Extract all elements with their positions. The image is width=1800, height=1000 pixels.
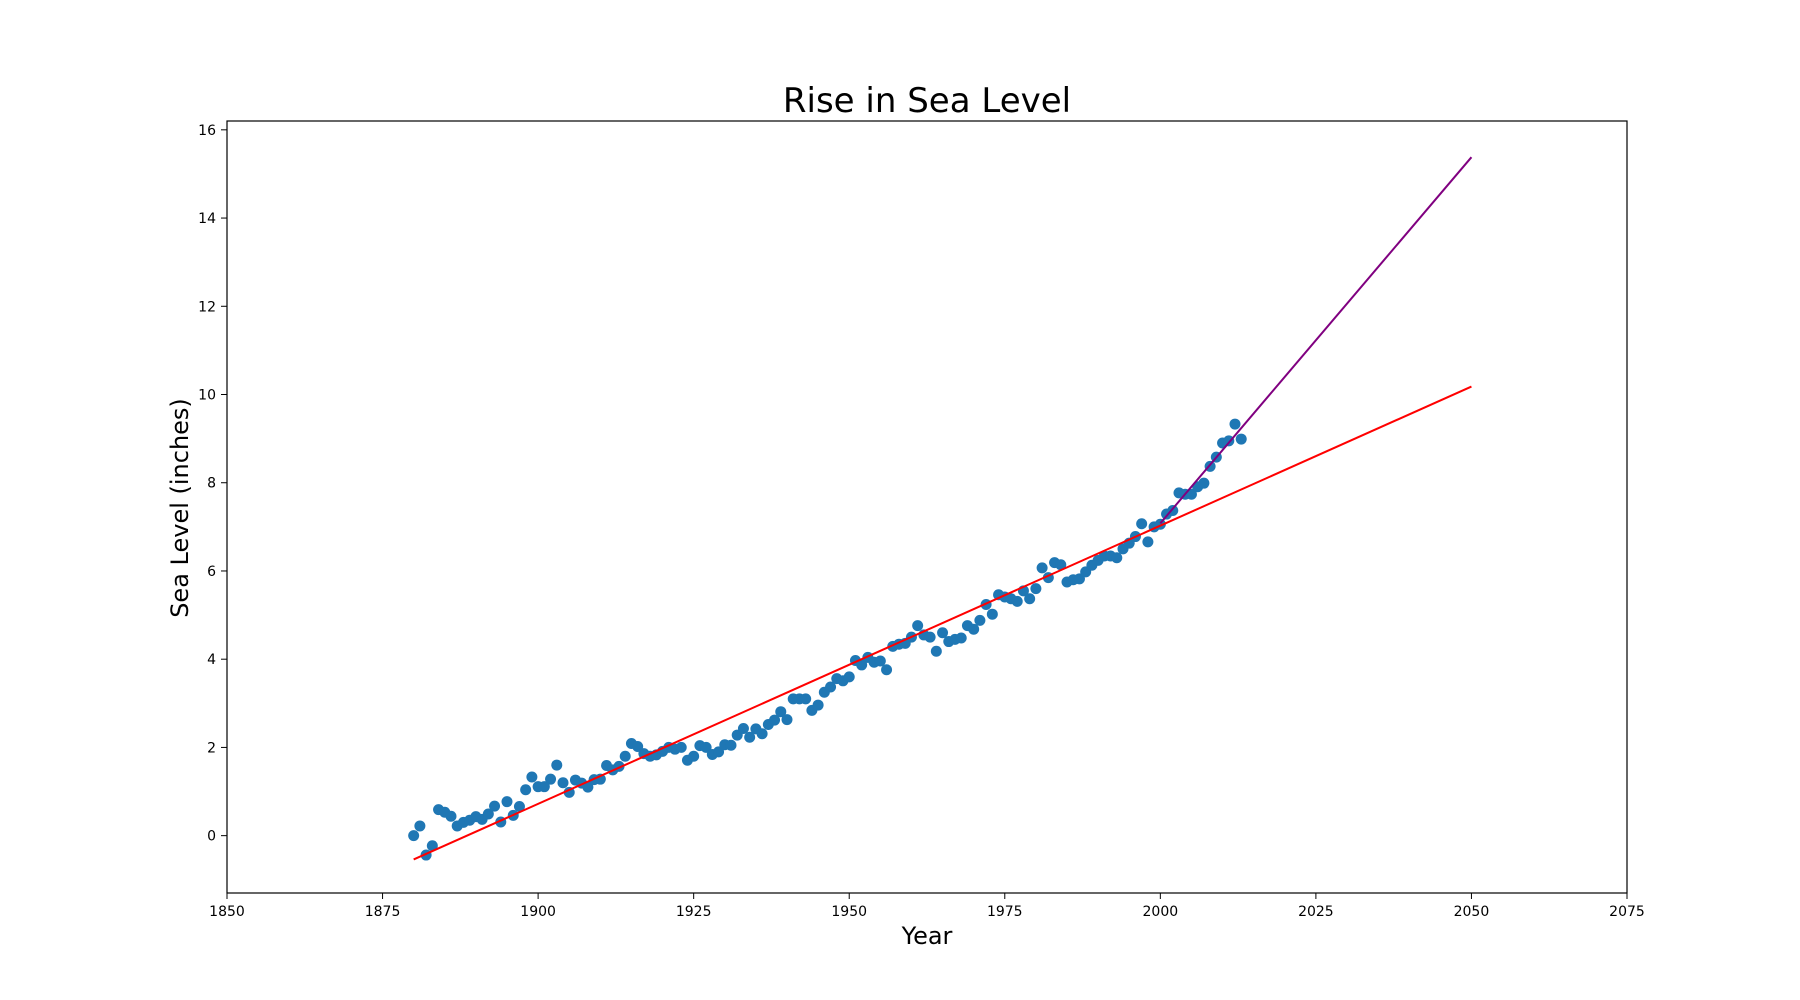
data-point: [1111, 552, 1123, 564]
data-point: [1055, 559, 1067, 571]
x-tick-label: 2025: [1298, 904, 1334, 920]
data-point: [769, 714, 781, 726]
data-point: [986, 608, 998, 620]
data-point: [856, 659, 868, 671]
data-point: [955, 632, 967, 644]
x-tick-label: 1925: [676, 904, 712, 920]
plot-frame: [226, 120, 1628, 894]
data-point: [1235, 433, 1247, 445]
data-point: [1011, 595, 1023, 607]
data-point: [912, 620, 924, 632]
data-point: [1136, 518, 1148, 530]
data-point: [520, 784, 532, 796]
data-point: [688, 750, 700, 762]
data-point: [930, 645, 942, 657]
data-point: [881, 664, 893, 676]
y-tick-label: 14: [198, 211, 216, 227]
data-point: [800, 693, 812, 705]
data-point: [744, 731, 756, 743]
y-tick-label: 2: [207, 740, 216, 756]
data-point: [700, 741, 712, 753]
data-point: [1142, 536, 1154, 548]
data-point: [1229, 418, 1241, 430]
chart-title: Rise in Sea Level: [783, 81, 1071, 121]
x-tick-label: 1975: [987, 904, 1023, 920]
data-point: [713, 746, 725, 758]
y-tick-label: 12: [198, 299, 216, 315]
data-point: [619, 750, 631, 762]
data-point: [924, 631, 936, 643]
data-point: [445, 810, 457, 822]
data-point: [725, 739, 737, 751]
x-axis-label: Year: [901, 922, 953, 950]
data-point: [426, 840, 438, 852]
data-point: [414, 820, 426, 832]
x-tick-label: 2075: [1609, 904, 1645, 920]
data-point: [874, 655, 886, 667]
fit-line-since-2000: [1159, 156, 1473, 524]
data-point: [737, 722, 749, 734]
x-tick-label: 2000: [1143, 904, 1179, 920]
data-point: [968, 623, 980, 635]
data-point: [545, 773, 557, 785]
data-point: [1073, 573, 1085, 585]
trend-lines: [413, 156, 1473, 861]
data-point: [551, 759, 563, 771]
data-point: [489, 800, 501, 812]
data-point: [675, 741, 687, 753]
data-point: [1036, 562, 1048, 574]
data-point: [812, 699, 824, 711]
data-point: [482, 808, 494, 820]
data-point: [501, 796, 513, 808]
y-axis-ticks: 0 2 4 6 8 10 12 14 16: [198, 123, 227, 845]
y-tick-label: 10: [198, 388, 216, 404]
data-point: [632, 741, 644, 753]
y-tick-label: 6: [207, 564, 216, 580]
data-point: [937, 627, 949, 639]
data-point: [1024, 593, 1036, 605]
data-point: [1198, 477, 1210, 489]
data-point: [538, 781, 550, 793]
y-tick-label: 0: [207, 829, 216, 845]
x-tick-label: 1875: [365, 904, 401, 920]
data-point: [1030, 583, 1042, 595]
data-point: [582, 781, 594, 793]
data-point: [781, 714, 793, 726]
data-point: [825, 681, 837, 693]
data-point: [843, 671, 855, 683]
y-axis-label: Sea Level (inches): [166, 398, 194, 618]
data-point: [756, 728, 768, 740]
x-tick-label: 1850: [209, 904, 245, 920]
data-point: [775, 706, 787, 718]
x-tick-label: 2050: [1454, 904, 1490, 920]
fit-line-all-data: [413, 385, 1472, 861]
y-tick-label: 4: [207, 652, 216, 668]
data-point: [408, 830, 420, 842]
y-tick-label: 8: [207, 476, 216, 492]
data-point: [526, 771, 538, 783]
data-point: [513, 801, 525, 813]
x-axis-ticks: 1850 1875 1900 1925 1950 1975 2000 2025 2050 2075: [209, 893, 1645, 920]
y-tick-label: 16: [198, 123, 216, 139]
x-tick-label: 1900: [520, 904, 556, 920]
data-point: [557, 777, 569, 789]
data-point: [974, 614, 986, 626]
data-points: [408, 418, 1247, 861]
x-tick-label: 1950: [831, 904, 867, 920]
